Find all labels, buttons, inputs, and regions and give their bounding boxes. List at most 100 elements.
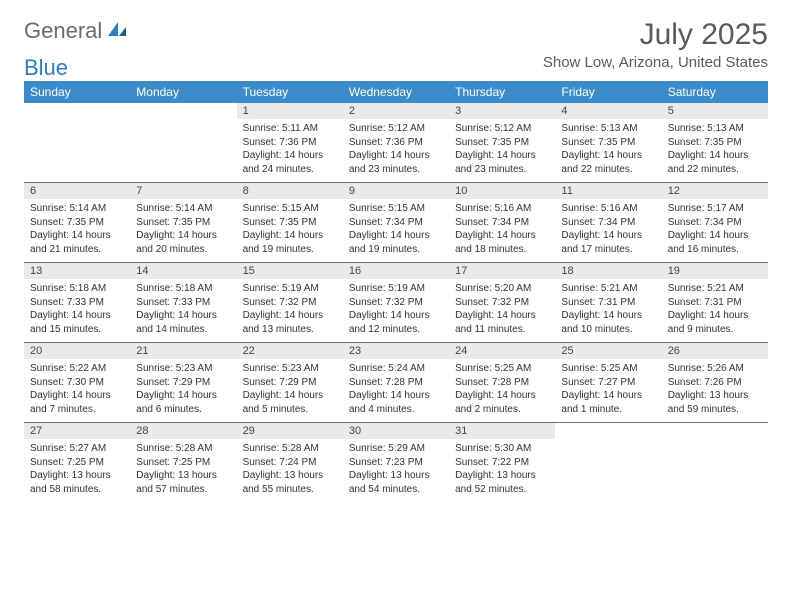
day-number: 3 <box>449 103 555 119</box>
day-cell: Sunrise: 5:28 AMSunset: 7:24 PMDaylight:… <box>237 439 343 502</box>
sunset-text: Sunset: 7:34 PM <box>455 216 549 230</box>
sunrise-text: Sunrise: 5:19 AM <box>349 282 443 296</box>
logo-text-blue: Blue <box>24 55 68 81</box>
sunrise-text: Sunrise: 5:15 AM <box>349 202 443 216</box>
day-cell: Sunrise: 5:21 AMSunset: 7:31 PMDaylight:… <box>555 279 661 343</box>
daylight-text: Daylight: 14 hours and 6 minutes. <box>136 389 230 416</box>
weekday-header: Sunday <box>24 81 130 103</box>
sunset-text: Sunset: 7:23 PM <box>349 456 443 470</box>
sunset-text: Sunset: 7:35 PM <box>136 216 230 230</box>
daylight-text: Daylight: 14 hours and 10 minutes. <box>561 309 655 336</box>
day-content-row: Sunrise: 5:22 AMSunset: 7:30 PMDaylight:… <box>24 359 768 423</box>
day-cell: Sunrise: 5:18 AMSunset: 7:33 PMDaylight:… <box>130 279 236 343</box>
day-number-row: 6789101112 <box>24 183 768 200</box>
sunset-text: Sunset: 7:32 PM <box>455 296 549 310</box>
sunrise-text: Sunrise: 5:20 AM <box>455 282 549 296</box>
daylight-text: Daylight: 14 hours and 23 minutes. <box>455 149 549 176</box>
day-cell <box>555 439 661 502</box>
sunrise-text: Sunrise: 5:28 AM <box>136 442 230 456</box>
sunset-text: Sunset: 7:31 PM <box>561 296 655 310</box>
day-cell: Sunrise: 5:22 AMSunset: 7:30 PMDaylight:… <box>24 359 130 423</box>
day-cell: Sunrise: 5:13 AMSunset: 7:35 PMDaylight:… <box>555 119 661 183</box>
sunset-text: Sunset: 7:22 PM <box>455 456 549 470</box>
day-cell <box>130 119 236 183</box>
day-number: 24 <box>449 343 555 360</box>
day-number: 4 <box>555 103 661 119</box>
calendar-page: General July 2025 Blue Show Low, Arizona… <box>0 0 792 502</box>
day-cell: Sunrise: 5:29 AMSunset: 7:23 PMDaylight:… <box>343 439 449 502</box>
day-number: 13 <box>24 263 130 280</box>
weekday-header: Saturday <box>662 81 768 103</box>
day-cell: Sunrise: 5:20 AMSunset: 7:32 PMDaylight:… <box>449 279 555 343</box>
sunrise-text: Sunrise: 5:29 AM <box>349 442 443 456</box>
day-cell: Sunrise: 5:15 AMSunset: 7:34 PMDaylight:… <box>343 199 449 263</box>
sunset-text: Sunset: 7:32 PM <box>349 296 443 310</box>
sunset-text: Sunset: 7:35 PM <box>30 216 124 230</box>
day-number <box>130 103 236 119</box>
sunrise-text: Sunrise: 5:14 AM <box>136 202 230 216</box>
day-content-row: Sunrise: 5:11 AMSunset: 7:36 PMDaylight:… <box>24 119 768 183</box>
day-content-row: Sunrise: 5:14 AMSunset: 7:35 PMDaylight:… <box>24 199 768 263</box>
day-cell: Sunrise: 5:26 AMSunset: 7:26 PMDaylight:… <box>662 359 768 423</box>
sunrise-text: Sunrise: 5:23 AM <box>243 362 337 376</box>
day-number: 2 <box>343 103 449 119</box>
day-number: 15 <box>237 263 343 280</box>
day-number: 7 <box>130 183 236 200</box>
sunrise-text: Sunrise: 5:26 AM <box>668 362 762 376</box>
location-subtitle: Show Low, Arizona, United States <box>543 54 768 71</box>
day-number: 29 <box>237 423 343 440</box>
day-cell: Sunrise: 5:24 AMSunset: 7:28 PMDaylight:… <box>343 359 449 423</box>
sunset-text: Sunset: 7:32 PM <box>243 296 337 310</box>
sunset-text: Sunset: 7:31 PM <box>668 296 762 310</box>
sunrise-text: Sunrise: 5:24 AM <box>349 362 443 376</box>
sunset-text: Sunset: 7:33 PM <box>30 296 124 310</box>
day-number: 31 <box>449 423 555 440</box>
sunrise-text: Sunrise: 5:25 AM <box>455 362 549 376</box>
sunset-text: Sunset: 7:33 PM <box>136 296 230 310</box>
day-cell: Sunrise: 5:27 AMSunset: 7:25 PMDaylight:… <box>24 439 130 502</box>
daylight-text: Daylight: 14 hours and 11 minutes. <box>455 309 549 336</box>
daylight-text: Daylight: 14 hours and 21 minutes. <box>30 229 124 256</box>
sunrise-text: Sunrise: 5:13 AM <box>561 122 655 136</box>
sunrise-text: Sunrise: 5:23 AM <box>136 362 230 376</box>
daylight-text: Daylight: 14 hours and 14 minutes. <box>136 309 230 336</box>
daylight-text: Daylight: 14 hours and 15 minutes. <box>30 309 124 336</box>
sunset-text: Sunset: 7:26 PM <box>668 376 762 390</box>
day-number: 21 <box>130 343 236 360</box>
sunset-text: Sunset: 7:29 PM <box>136 376 230 390</box>
weekday-header: Tuesday <box>237 81 343 103</box>
daylight-text: Daylight: 14 hours and 1 minute. <box>561 389 655 416</box>
day-number: 12 <box>662 183 768 200</box>
day-cell: Sunrise: 5:21 AMSunset: 7:31 PMDaylight:… <box>662 279 768 343</box>
day-cell <box>662 439 768 502</box>
sunrise-text: Sunrise: 5:27 AM <box>30 442 124 456</box>
sunset-text: Sunset: 7:34 PM <box>349 216 443 230</box>
daylight-text: Daylight: 14 hours and 7 minutes. <box>30 389 124 416</box>
day-number: 25 <box>555 343 661 360</box>
day-number: 26 <box>662 343 768 360</box>
day-cell: Sunrise: 5:15 AMSunset: 7:35 PMDaylight:… <box>237 199 343 263</box>
sunrise-text: Sunrise: 5:18 AM <box>30 282 124 296</box>
day-cell: Sunrise: 5:19 AMSunset: 7:32 PMDaylight:… <box>237 279 343 343</box>
daylight-text: Daylight: 14 hours and 12 minutes. <box>349 309 443 336</box>
sunrise-text: Sunrise: 5:30 AM <box>455 442 549 456</box>
sunset-text: Sunset: 7:35 PM <box>243 216 337 230</box>
day-cell: Sunrise: 5:30 AMSunset: 7:22 PMDaylight:… <box>449 439 555 502</box>
daylight-text: Daylight: 14 hours and 18 minutes. <box>455 229 549 256</box>
day-number-row: 12345 <box>24 103 768 119</box>
day-cell <box>24 119 130 183</box>
day-number: 9 <box>343 183 449 200</box>
daylight-text: Daylight: 14 hours and 16 minutes. <box>668 229 762 256</box>
weekday-header: Friday <box>555 81 661 103</box>
day-number <box>662 423 768 440</box>
page-header: General July 2025 <box>24 18 768 52</box>
day-cell: Sunrise: 5:23 AMSunset: 7:29 PMDaylight:… <box>237 359 343 423</box>
logo-line2: Blue <box>24 55 68 81</box>
sunrise-text: Sunrise: 5:12 AM <box>455 122 549 136</box>
day-number: 27 <box>24 423 130 440</box>
day-number: 16 <box>343 263 449 280</box>
day-cell: Sunrise: 5:25 AMSunset: 7:27 PMDaylight:… <box>555 359 661 423</box>
sunrise-text: Sunrise: 5:13 AM <box>668 122 762 136</box>
day-cell: Sunrise: 5:13 AMSunset: 7:35 PMDaylight:… <box>662 119 768 183</box>
sunset-text: Sunset: 7:29 PM <box>243 376 337 390</box>
